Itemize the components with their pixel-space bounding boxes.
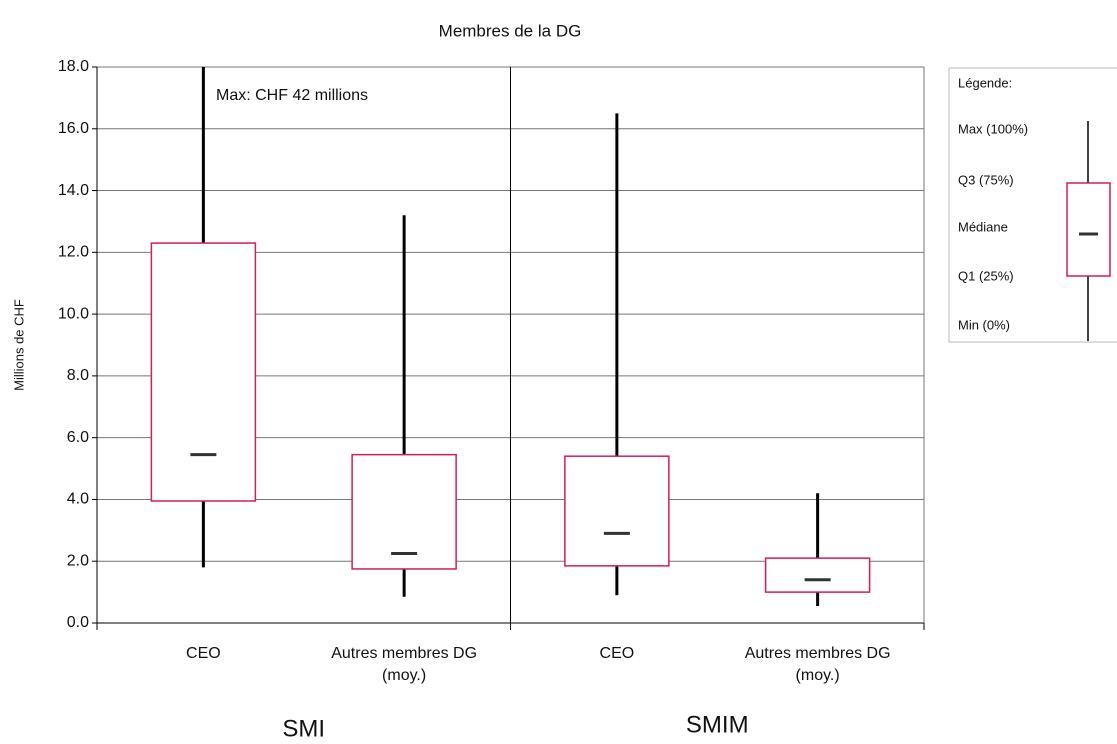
y-tick-label: 8.0 bbox=[67, 367, 89, 384]
group-label: SMI bbox=[282, 715, 325, 742]
y-tick-label: 2.0 bbox=[67, 552, 89, 569]
chart-title: Membres de la DG bbox=[439, 21, 582, 40]
legend-title: Légende: bbox=[958, 75, 1012, 90]
y-tick-label: 18.0 bbox=[58, 58, 89, 75]
y-tick-label: 4.0 bbox=[67, 491, 89, 508]
y-tick-label: 0.0 bbox=[67, 614, 89, 631]
legend-sample-box bbox=[1066, 182, 1111, 277]
legend-label: Q3 (75%) bbox=[958, 172, 1014, 187]
x-tick-label-text: Autres membres DG (moy.) bbox=[331, 645, 478, 684]
y-tick-label: 14.0 bbox=[58, 182, 89, 199]
legend-label: Max (100%) bbox=[958, 121, 1028, 136]
plot-area bbox=[150, 67, 871, 607]
y-axis-label: Millions de CHF bbox=[11, 299, 26, 391]
box bbox=[150, 242, 257, 502]
y-tick-label: 10.0 bbox=[58, 305, 89, 322]
legend-label: Médiane bbox=[958, 219, 1008, 234]
x-tick-label-text: CEO bbox=[599, 645, 635, 662]
legend-label: Min (0%) bbox=[958, 317, 1010, 332]
x-tick-label-text: CEO bbox=[186, 645, 221, 662]
x-tick-label: Autres membres DG (moy.) bbox=[744, 645, 891, 684]
x-tick-label: CEO bbox=[599, 645, 635, 662]
legend-label: Q1 (25%) bbox=[958, 268, 1014, 283]
box bbox=[764, 557, 871, 593]
annotation: Max: CHF 42 millions bbox=[216, 87, 368, 104]
y-tick-label: 12.0 bbox=[58, 244, 89, 261]
box bbox=[351, 453, 457, 570]
x-tick-label: CEO bbox=[186, 645, 221, 662]
y-tick-label: 16.0 bbox=[58, 120, 89, 137]
y-tick-label: 6.0 bbox=[67, 429, 89, 446]
box bbox=[564, 455, 670, 567]
group-label: SMIM bbox=[686, 711, 749, 738]
x-tick-label: Autres membres DG (moy.) bbox=[331, 645, 478, 684]
x-tick-label-text: Autres membres DG (moy.) bbox=[744, 645, 891, 684]
